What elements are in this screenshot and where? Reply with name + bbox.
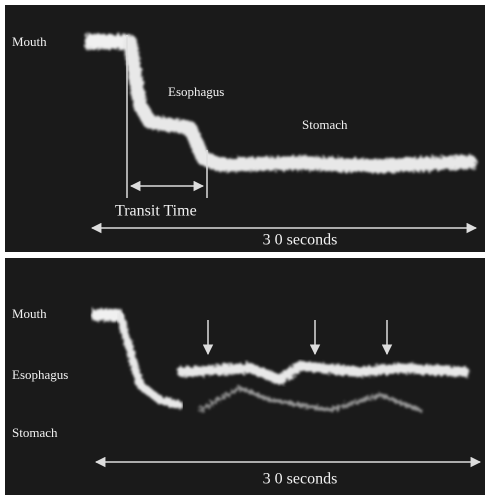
label-duration: 3 0 seconds xyxy=(263,232,338,249)
label-mouth: Mouth xyxy=(12,306,47,321)
label-transit: Transit Time xyxy=(115,203,197,220)
label-stomach: Stomach xyxy=(302,117,348,132)
label-esophagus: Esophagus xyxy=(12,367,68,382)
panel-top xyxy=(5,5,485,252)
label-mouth: Mouth xyxy=(12,34,47,49)
label-duration: 3 0 seconds xyxy=(263,471,338,488)
figure: Mouth Esophagus Stomach Transit Time 3 0… xyxy=(0,0,490,500)
panel-bottom xyxy=(5,258,485,495)
label-esophagus: Esophagus xyxy=(168,84,224,99)
label-stomach: Stomach xyxy=(12,425,58,440)
